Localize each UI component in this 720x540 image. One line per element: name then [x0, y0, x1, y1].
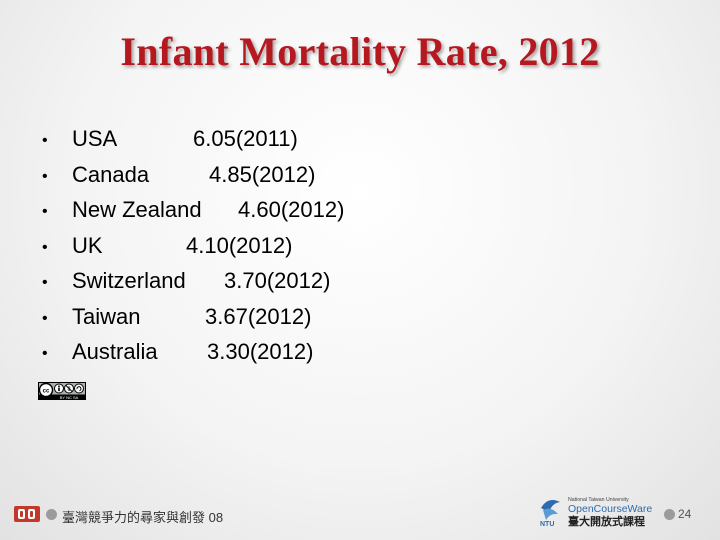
bullet-item-taiwan: • Taiwan 3.67(2012): [0, 304, 720, 340]
country-name: New Zealand: [72, 197, 202, 222]
country-name: Canada: [72, 161, 150, 187]
rate-value: 3.67(2012): [205, 303, 312, 329]
bullet-dot: •: [42, 167, 48, 185]
bullet-dot: •: [42, 274, 48, 291]
bullet-item-switzerland: • Switzerland 3.70(2012): [0, 268, 720, 304]
country-name: Australia: [72, 339, 158, 364]
svg-text:OpenCourseWare: OpenCourseWare: [568, 503, 652, 515]
country-name: USA: [72, 126, 118, 151]
page-number: 24: [678, 507, 692, 521]
bullet-list: • USA 6.05(2011) • Canada 4.85(2012) • N…: [0, 126, 720, 375]
rate-value: 6.05(2011): [193, 126, 298, 151]
bullet-dot: •: [42, 309, 48, 327]
bullet-dot: •: [42, 238, 48, 256]
bullet-dot: •: [42, 345, 48, 362]
country-name: UK: [72, 232, 103, 258]
svg-text:臺大開放式課程: 臺大開放式課程: [568, 514, 645, 528]
bullet-dot: •: [42, 132, 48, 149]
country-name: Taiwan: [72, 303, 141, 329]
bullet-item-usa: • USA 6.05(2011): [0, 126, 720, 162]
bullet-dot: •: [42, 203, 48, 220]
bullet-item-uk: • UK 4.10(2012): [0, 233, 720, 269]
footer-dot: [46, 509, 57, 520]
creative-commons-icon[interactable]: cc $ BY NC SA: [38, 382, 86, 400]
rate-value: 4.85(2012): [209, 161, 316, 187]
slide-title: Infant Mortality Rate, 2012: [120, 29, 600, 74]
oo-logo-icon: [14, 506, 40, 522]
rate-value: 4.60(2012): [238, 197, 345, 222]
bullet-item-new-zealand: • New Zealand 4.60(2012): [0, 197, 720, 233]
svg-text:BY NC SA: BY NC SA: [60, 395, 79, 400]
svg-text:cc: cc: [43, 388, 50, 394]
svg-text:NTU: NTU: [540, 521, 554, 528]
svg-text:$: $: [67, 387, 70, 393]
rate-value: 3.70(2012): [224, 268, 331, 293]
bullet-item-australia: • Australia 3.30(2012): [0, 339, 720, 375]
svg-text:National Taiwan University: National Taiwan University: [568, 497, 629, 503]
rate-value: 3.30(2012): [207, 339, 314, 364]
rate-value: 4.10(2012): [186, 232, 293, 258]
footer-course-title: 臺灣競爭力的尋家與創發 08: [62, 510, 224, 525]
ntu-opencourseware-logo[interactable]: NTU National Taiwan University OpenCours…: [538, 494, 662, 528]
bullet-item-canada: • Canada 4.85(2012): [0, 162, 720, 198]
country-name: Switzerland: [72, 268, 186, 293]
footer-dot: [664, 509, 675, 520]
